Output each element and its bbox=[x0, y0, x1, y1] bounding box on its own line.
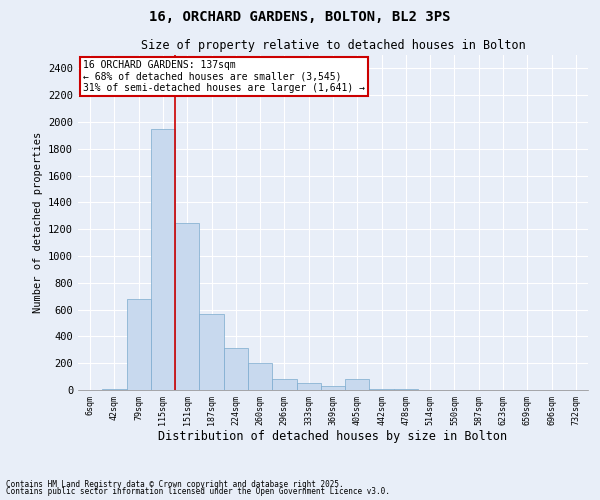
Bar bbox=[151, 128, 175, 390]
Bar bbox=[321, 386, 345, 390]
Bar bbox=[272, 380, 296, 390]
Bar bbox=[370, 388, 394, 390]
Text: Contains public sector information licensed under the Open Government Licence v3: Contains public sector information licen… bbox=[6, 487, 390, 496]
Bar bbox=[296, 384, 321, 390]
X-axis label: Distribution of detached houses by size in Bolton: Distribution of detached houses by size … bbox=[158, 430, 508, 444]
Bar bbox=[199, 314, 224, 390]
Bar bbox=[248, 362, 272, 390]
Bar bbox=[345, 380, 370, 390]
Y-axis label: Number of detached properties: Number of detached properties bbox=[32, 132, 43, 313]
Bar bbox=[175, 222, 199, 390]
Text: 16, ORCHARD GARDENS, BOLTON, BL2 3PS: 16, ORCHARD GARDENS, BOLTON, BL2 3PS bbox=[149, 10, 451, 24]
Text: 16 ORCHARD GARDENS: 137sqm
← 68% of detached houses are smaller (3,545)
31% of s: 16 ORCHARD GARDENS: 137sqm ← 68% of deta… bbox=[83, 60, 365, 93]
Bar bbox=[224, 348, 248, 390]
Text: Contains HM Land Registry data © Crown copyright and database right 2025.: Contains HM Land Registry data © Crown c… bbox=[6, 480, 344, 489]
Title: Size of property relative to detached houses in Bolton: Size of property relative to detached ho… bbox=[140, 40, 526, 52]
Bar bbox=[127, 299, 151, 390]
